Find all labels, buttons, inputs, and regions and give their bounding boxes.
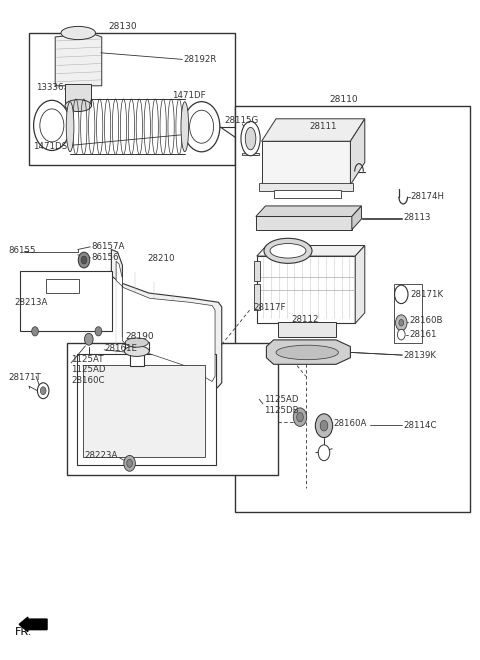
Polygon shape	[256, 206, 361, 216]
Circle shape	[40, 109, 64, 142]
Circle shape	[318, 445, 330, 461]
Text: 1471DS: 1471DS	[33, 142, 67, 151]
Circle shape	[397, 329, 405, 340]
Polygon shape	[262, 119, 365, 141]
Ellipse shape	[125, 338, 148, 347]
Text: 86156: 86156	[91, 253, 119, 262]
Polygon shape	[274, 190, 341, 198]
Text: 13336: 13336	[36, 82, 63, 92]
Text: 28117F: 28117F	[253, 303, 286, 312]
Circle shape	[81, 256, 87, 264]
Text: 28160C: 28160C	[71, 376, 105, 385]
Ellipse shape	[241, 121, 260, 156]
Polygon shape	[278, 322, 336, 337]
Text: 28110: 28110	[329, 94, 358, 104]
Text: 28171T: 28171T	[9, 373, 41, 382]
Circle shape	[127, 459, 132, 467]
Bar	[46, 279, 79, 293]
Text: 28161: 28161	[409, 330, 436, 339]
Text: 28139K: 28139K	[403, 350, 436, 360]
Text: 86155: 86155	[9, 246, 36, 255]
Bar	[254, 261, 260, 280]
Bar	[83, 365, 205, 457]
Polygon shape	[259, 183, 353, 191]
Polygon shape	[266, 340, 350, 364]
Text: 1125AD: 1125AD	[71, 365, 106, 374]
Polygon shape	[257, 246, 365, 256]
Circle shape	[399, 319, 404, 326]
Circle shape	[78, 252, 90, 268]
Circle shape	[124, 455, 135, 471]
Text: 28171K: 28171K	[410, 290, 444, 299]
Circle shape	[34, 100, 70, 150]
Circle shape	[293, 408, 307, 426]
Ellipse shape	[264, 238, 312, 263]
Text: 28223A: 28223A	[84, 451, 118, 460]
Ellipse shape	[65, 100, 92, 112]
Circle shape	[183, 102, 220, 152]
Polygon shape	[350, 119, 365, 185]
Ellipse shape	[61, 26, 96, 40]
Text: 28192R: 28192R	[183, 55, 217, 64]
Circle shape	[37, 383, 49, 399]
Circle shape	[320, 420, 328, 431]
Text: 28112: 28112	[292, 315, 319, 324]
Circle shape	[84, 333, 93, 345]
Text: 28190: 28190	[126, 332, 155, 341]
Circle shape	[396, 315, 407, 331]
Bar	[394, 284, 422, 343]
Circle shape	[315, 414, 333, 438]
Bar	[67, 343, 278, 475]
Ellipse shape	[181, 102, 189, 152]
Text: 28213A: 28213A	[14, 298, 48, 307]
Text: 1125AT: 1125AT	[71, 354, 104, 364]
Polygon shape	[355, 246, 365, 323]
Text: 28161E: 28161E	[105, 344, 138, 353]
Text: 28174H: 28174H	[410, 192, 444, 201]
Text: 28114C: 28114C	[403, 420, 437, 430]
Ellipse shape	[245, 127, 256, 150]
Polygon shape	[111, 249, 222, 388]
Text: 1125DB: 1125DB	[264, 406, 299, 415]
Polygon shape	[262, 141, 350, 185]
Text: 28115G: 28115G	[225, 115, 259, 125]
Circle shape	[395, 285, 408, 304]
Polygon shape	[65, 84, 91, 106]
Ellipse shape	[66, 102, 74, 152]
Text: 28111: 28111	[310, 122, 337, 131]
Text: 28210: 28210	[148, 254, 175, 263]
Ellipse shape	[270, 244, 306, 258]
Circle shape	[190, 110, 214, 143]
Circle shape	[297, 412, 303, 422]
Text: 28160B: 28160B	[409, 316, 443, 325]
Text: 1471DF: 1471DF	[172, 91, 205, 100]
Polygon shape	[257, 256, 355, 323]
Text: 86157A: 86157A	[91, 242, 125, 251]
Circle shape	[32, 327, 38, 336]
Polygon shape	[256, 216, 352, 230]
Polygon shape	[242, 153, 259, 155]
Text: 28113: 28113	[403, 213, 431, 222]
Bar	[77, 354, 216, 465]
Bar	[235, 106, 470, 512]
Circle shape	[40, 387, 46, 395]
Ellipse shape	[276, 345, 338, 360]
Text: 1125AD: 1125AD	[264, 395, 299, 404]
Bar	[29, 33, 235, 165]
Polygon shape	[116, 261, 215, 381]
Text: FR.: FR.	[15, 627, 33, 638]
FancyArrow shape	[19, 617, 47, 632]
Text: 28130: 28130	[108, 22, 137, 31]
Text: 28160A: 28160A	[334, 419, 367, 428]
Polygon shape	[352, 206, 361, 230]
Polygon shape	[125, 342, 149, 366]
Bar	[254, 284, 260, 310]
Circle shape	[95, 327, 102, 336]
Bar	[20, 271, 112, 331]
Polygon shape	[55, 33, 102, 86]
Ellipse shape	[124, 346, 149, 356]
